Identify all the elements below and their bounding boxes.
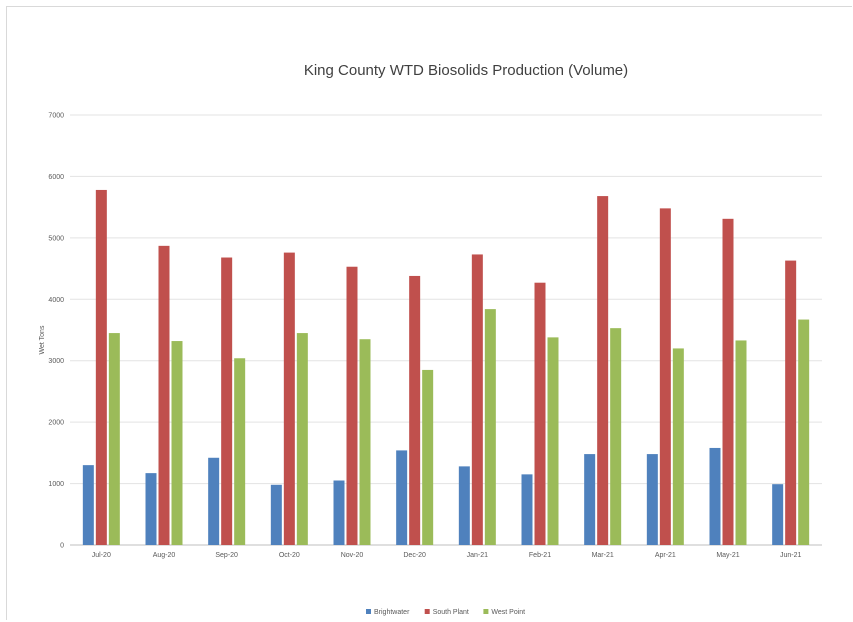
legend: Brightwater South Plant West Point [366, 609, 525, 616]
bar-south-plant-dec-20 [409, 275, 421, 545]
bar-brightwater-sep-20 [208, 457, 220, 545]
gridlines [70, 114, 822, 546]
bar-west-point-nov-20 [359, 339, 371, 545]
bar-west-point-sep-20 [234, 358, 246, 545]
y-tick-label: 5000 [48, 235, 64, 242]
bar-brightwater-may-21 [709, 447, 721, 545]
bar-brightwater-feb-21 [521, 474, 533, 545]
legend-label: South Plant [433, 609, 469, 616]
legend-label: Brightwater [374, 609, 410, 616]
y-tick-label: 1000 [48, 481, 64, 488]
x-tick-label: Nov-20 [341, 552, 364, 559]
y-tick-label: 4000 [48, 297, 64, 304]
bar-west-point-may-21 [735, 340, 747, 545]
bar-south-plant-aug-20 [158, 245, 170, 546]
bars [82, 189, 810, 546]
legend-swatch [483, 609, 489, 614]
y-tick-label: 7000 [48, 113, 64, 120]
x-tick-label: Dec-20 [403, 552, 426, 559]
x-tick-label: Sep-20 [215, 552, 238, 559]
bar-west-point-mar-21 [610, 328, 622, 545]
x-tick-labels: Jul-20 Aug-20 Sep-20 Oct-20 Nov-20 Dec-20 Jan-… [92, 552, 802, 559]
bar-brightwater-dec-20 [396, 450, 408, 545]
y-tick-label: 6000 [48, 174, 64, 181]
bar-west-point-oct-20 [296, 333, 308, 545]
bar-south-plant-jun-21 [785, 260, 797, 545]
x-tick-label: Jul-20 [92, 552, 111, 559]
bar-south-plant-sep-20 [221, 257, 233, 545]
bar-brightwater-nov-20 [333, 480, 345, 545]
x-tick-label: May-21 [716, 552, 739, 559]
y-axis-label: Wet Tons [39, 325, 46, 354]
x-tick-label: Aug-20 [153, 552, 176, 559]
bar-brightwater-jul-20 [82, 465, 94, 545]
x-tick-label: Feb-21 [529, 552, 551, 559]
x-tick-label: Apr-21 [655, 552, 676, 559]
bar-west-point-apr-21 [672, 348, 684, 545]
x-tick-label: Jun-21 [780, 552, 802, 559]
bar-west-point-jun-21 [798, 319, 810, 545]
legend-swatch [366, 609, 371, 614]
bar-brightwater-mar-21 [584, 454, 596, 545]
bar-brightwater-aug-20 [145, 473, 157, 545]
bar-brightwater-jun-21 [772, 484, 784, 545]
chart-title: King County WTD Biosolids Production (Vo… [304, 62, 628, 79]
bar-south-plant-feb-21 [534, 282, 546, 545]
bar-south-plant-apr-21 [659, 208, 671, 545]
bar-brightwater-jan-21 [458, 466, 470, 545]
y-tick-label: 2000 [48, 420, 64, 427]
bar-south-plant-oct-20 [283, 252, 295, 545]
y-tick-label: 3000 [48, 358, 64, 365]
y-tick-labels: 0 1000 2000 3000 4000 5000 6000 7000 [48, 113, 64, 550]
bar-south-plant-jul-20 [95, 189, 107, 545]
chart-frame [6, 6, 852, 620]
legend-swatch [424, 609, 430, 614]
bar-south-plant-may-21 [722, 218, 734, 546]
x-tick-label: Mar-21 [592, 552, 614, 559]
x-tick-label: Oct-20 [279, 552, 300, 559]
x-tick-label: Jan-21 [467, 552, 489, 559]
bar-west-point-dec-20 [422, 369, 434, 545]
bar-south-plant-jan-21 [471, 254, 483, 545]
y-tick-label: 0 [60, 543, 64, 550]
bar-brightwater-oct-20 [270, 484, 282, 545]
bar-south-plant-nov-20 [346, 266, 358, 545]
legend-label: West Point [491, 609, 525, 616]
bar-west-point-jul-20 [108, 333, 120, 545]
bar-south-plant-mar-21 [597, 196, 609, 546]
bar-west-point-aug-20 [171, 341, 183, 545]
bar-west-point-jan-21 [484, 309, 496, 545]
bar-west-point-feb-21 [547, 337, 559, 545]
bar-brightwater-apr-21 [646, 454, 658, 545]
